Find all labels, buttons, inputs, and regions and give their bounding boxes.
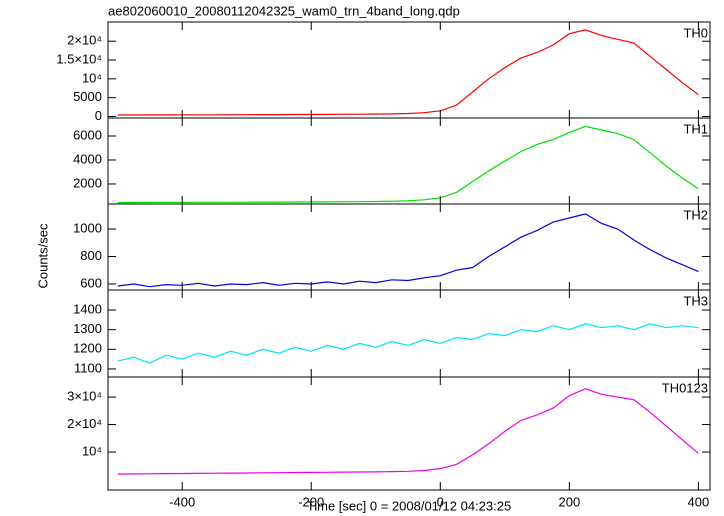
series-label: TH1 bbox=[683, 121, 708, 136]
y-tick-label: 3×10⁴ bbox=[67, 389, 102, 404]
data-line bbox=[117, 125, 699, 204]
y-tick-label: 1000 bbox=[73, 220, 102, 235]
y-tick-label: 1.5×10⁴ bbox=[56, 51, 102, 66]
series-label: TH2 bbox=[683, 207, 708, 222]
plot-frame bbox=[107, 376, 711, 491]
plot-frame bbox=[107, 117, 711, 205]
y-tick-label: 2×10⁴ bbox=[67, 33, 102, 48]
data-line bbox=[117, 213, 699, 288]
x-tick-label: -200 bbox=[298, 494, 324, 509]
y-tick-label: 4000 bbox=[73, 151, 102, 166]
y-tick-label: 5000 bbox=[73, 89, 102, 104]
series-label: TH0123 bbox=[662, 380, 708, 395]
y-tick-label: 0 bbox=[95, 108, 102, 123]
plot-frame bbox=[107, 21, 711, 119]
y-tick-label: 2000 bbox=[73, 175, 102, 190]
x-axis-label: Time [sec] 0 = 2008/01/12 04:23:25 bbox=[307, 498, 511, 513]
data-line bbox=[117, 388, 699, 475]
series-label: TH3 bbox=[683, 293, 708, 308]
y-tick-label: 800 bbox=[80, 248, 102, 263]
plot-frame bbox=[107, 203, 711, 291]
x-tick-label: 200 bbox=[558, 494, 580, 509]
y-tick-label: 1100 bbox=[74, 360, 102, 375]
y-tick-label: 2×10⁴ bbox=[67, 416, 102, 431]
y-tick-label: 6000 bbox=[73, 127, 102, 142]
x-tick-label: 0 bbox=[437, 494, 444, 509]
y-tick-label: 1200 bbox=[73, 341, 102, 356]
plot-frame bbox=[107, 289, 711, 378]
series-label: TH0 bbox=[683, 25, 708, 40]
data-line bbox=[117, 29, 699, 116]
x-tick-label: 400 bbox=[688, 494, 710, 509]
y-tick-label: 1300 bbox=[73, 321, 102, 336]
y-tick-label: 10⁴ bbox=[82, 70, 102, 85]
y-tick-label: 600 bbox=[80, 275, 102, 290]
y-axis-label: Counts/sec bbox=[35, 223, 50, 289]
y-tick-label: 1400 bbox=[73, 301, 102, 316]
chart-title: ae802060010_20080112042325_wam0_trn_4ban… bbox=[108, 3, 460, 18]
data-line bbox=[117, 323, 699, 364]
x-tick-label: -400 bbox=[169, 494, 195, 509]
y-tick-label: 10⁴ bbox=[82, 443, 102, 458]
